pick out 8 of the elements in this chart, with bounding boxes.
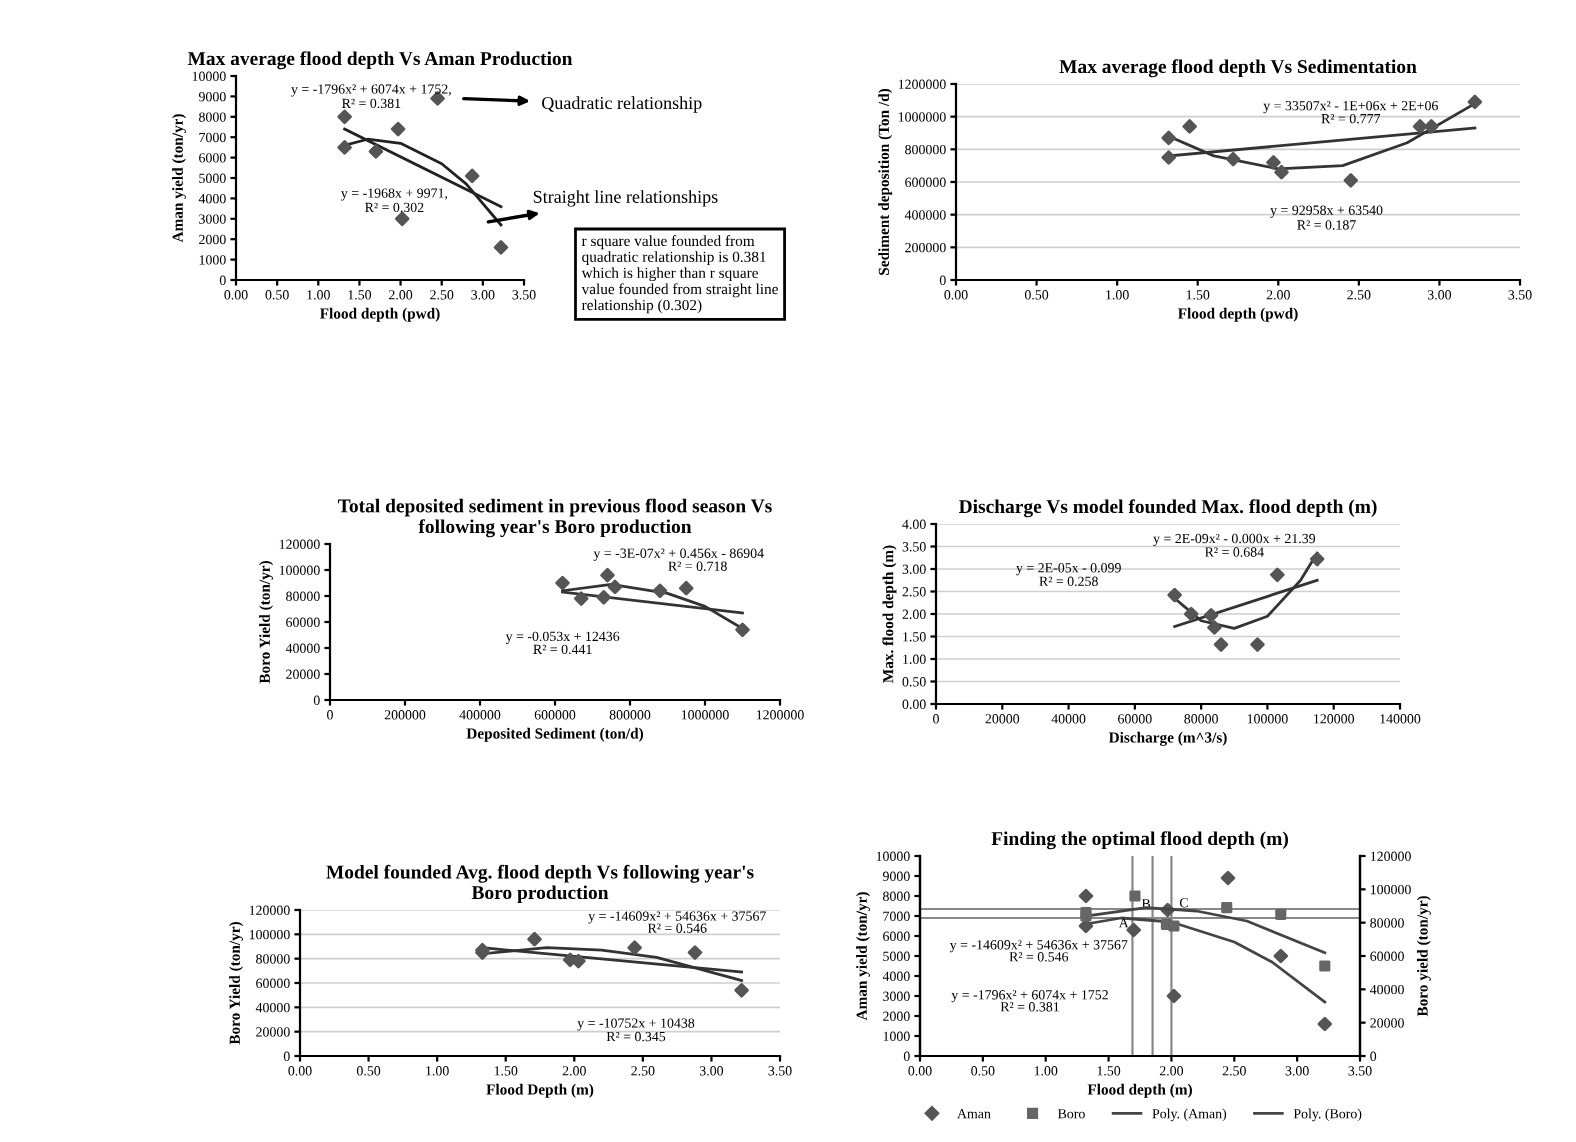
text: Straight line relationships bbox=[533, 190, 718, 207]
chart-title: Finding the optimal flood depth (m) bbox=[991, 831, 1288, 850]
chart-title: Max average flood depth Vs Aman Production bbox=[187, 51, 573, 70]
chart-title: Total deposited sediment in previous flood season Vs following year's Boro production bbox=[338, 498, 772, 538]
chart-title: Max average flood depth Vs Sedimentation bbox=[1059, 59, 1417, 78]
chart-title: Discharge Vs model founded Max. flood depth (m) bbox=[958, 499, 1377, 518]
chart-title: Model founded Avg. flood depth Vs following year's Boro production bbox=[326, 864, 754, 904]
text: Quadratic relationship bbox=[542, 96, 702, 113]
